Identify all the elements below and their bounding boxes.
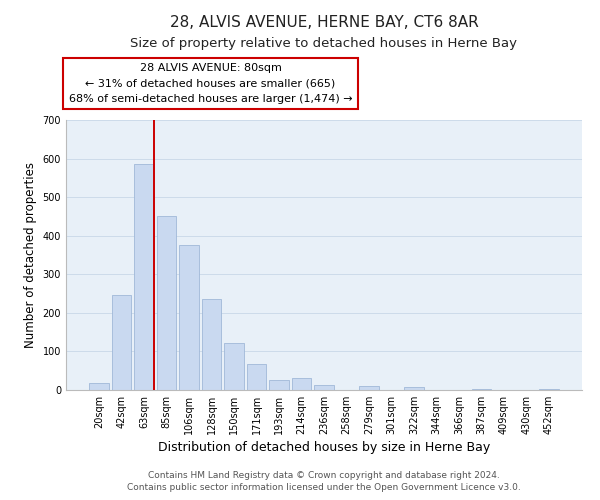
Bar xyxy=(247,364,266,390)
Text: 28, ALVIS AVENUE, HERNE BAY, CT6 8AR: 28, ALVIS AVENUE, HERNE BAY, CT6 8AR xyxy=(170,15,478,30)
Bar xyxy=(472,389,491,390)
Bar xyxy=(269,380,289,390)
Bar xyxy=(112,294,131,390)
Bar xyxy=(539,389,559,390)
Bar xyxy=(89,383,109,390)
Text: Contains public sector information licensed under the Open Government Licence v3: Contains public sector information licen… xyxy=(127,484,521,492)
Bar xyxy=(404,387,424,390)
Bar xyxy=(224,343,244,390)
Y-axis label: Number of detached properties: Number of detached properties xyxy=(24,162,37,348)
Bar xyxy=(202,300,221,390)
Text: 28 ALVIS AVENUE: 80sqm
← 31% of detached houses are smaller (665)
68% of semi-de: 28 ALVIS AVENUE: 80sqm ← 31% of detached… xyxy=(68,64,352,104)
Bar xyxy=(157,216,176,390)
Text: Contains HM Land Registry data © Crown copyright and database right 2024.: Contains HM Land Registry data © Crown c… xyxy=(148,471,500,480)
Bar xyxy=(179,246,199,390)
Bar xyxy=(314,384,334,390)
Bar xyxy=(134,164,154,390)
Bar xyxy=(292,378,311,390)
Text: Size of property relative to detached houses in Herne Bay: Size of property relative to detached ho… xyxy=(131,38,517,51)
X-axis label: Distribution of detached houses by size in Herne Bay: Distribution of detached houses by size … xyxy=(158,441,490,454)
Bar xyxy=(359,386,379,390)
